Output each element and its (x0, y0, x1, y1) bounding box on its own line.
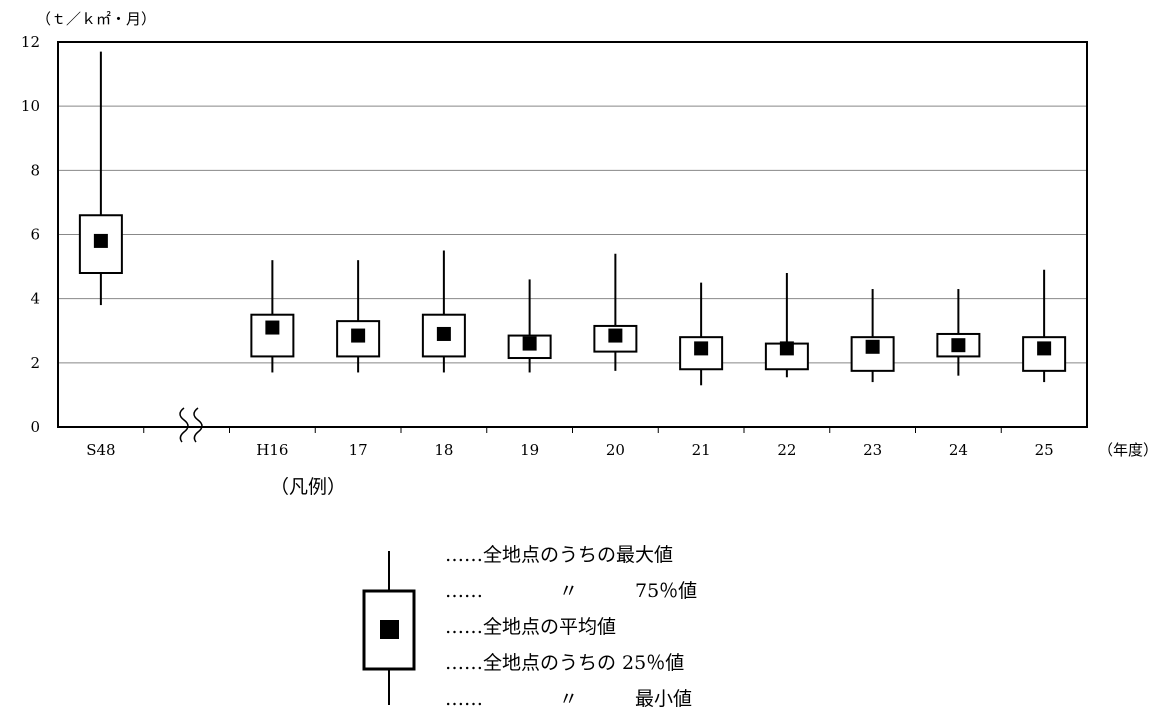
legend-item-q25: ……全地点のうちの 25％値 (445, 652, 684, 674)
mean-marker (694, 341, 709, 356)
mean-marker (865, 339, 880, 354)
axis-break-mark (179, 407, 203, 443)
y-tick-label: 8 (30, 161, 40, 179)
mean-marker (436, 326, 451, 341)
x-category-label: H16 (256, 441, 288, 459)
legend-item-min: …… 〃 最小値 (445, 688, 692, 710)
legend-item-mean: ……全地点の平均値 (445, 616, 616, 638)
x-category-label: 18 (434, 441, 453, 459)
y-tick-label: 4 (30, 290, 40, 308)
y-tick-label: 6 (30, 226, 40, 244)
legend: （凡例） ……全地点のうちの最大値 …… 〃 75％値 ……全地点の平均値 ……… (270, 476, 697, 710)
mean-marker (951, 338, 966, 353)
x-category-label: 24 (949, 441, 968, 459)
x-category-label: 17 (349, 441, 368, 459)
mean-marker (522, 336, 537, 351)
y-tick-label: 12 (21, 33, 40, 51)
x-category-label: 23 (863, 441, 882, 459)
x-axis-unit-label: （年度） (1098, 441, 1158, 459)
legend-item-max: ……全地点のうちの最大値 (445, 544, 673, 566)
mean-marker (351, 328, 366, 343)
legend-mean-marker (380, 620, 399, 639)
legend-title: （凡例） (270, 476, 346, 498)
mean-marker (608, 328, 623, 343)
axis-ticks (143, 427, 1002, 433)
mean-marker (93, 233, 108, 248)
x-category-label: 25 (1035, 441, 1054, 459)
mean-marker (1037, 341, 1052, 356)
x-category-label: 20 (606, 441, 625, 459)
y-axis-unit-label: （ｔ／ｋ㎡・月） (36, 10, 156, 28)
x-category-label: S48 (86, 441, 115, 459)
y-tick-label: 0 (30, 418, 40, 436)
mean-marker (779, 341, 794, 356)
legend-item-q75: …… 〃 75％値 (445, 580, 697, 602)
gridlines: 0 2 4 6 8 10 12 (21, 33, 1087, 436)
x-category-label: 19 (520, 441, 539, 459)
x-category-label: 21 (692, 441, 711, 459)
y-tick-label: 2 (30, 354, 40, 372)
y-tick-label: 10 (21, 97, 40, 115)
mean-marker (265, 320, 280, 335)
box-series: S48 H16 17 18 19 20 21 22 23 24 25 (78, 51, 1067, 459)
x-category-label: 22 (777, 441, 796, 459)
